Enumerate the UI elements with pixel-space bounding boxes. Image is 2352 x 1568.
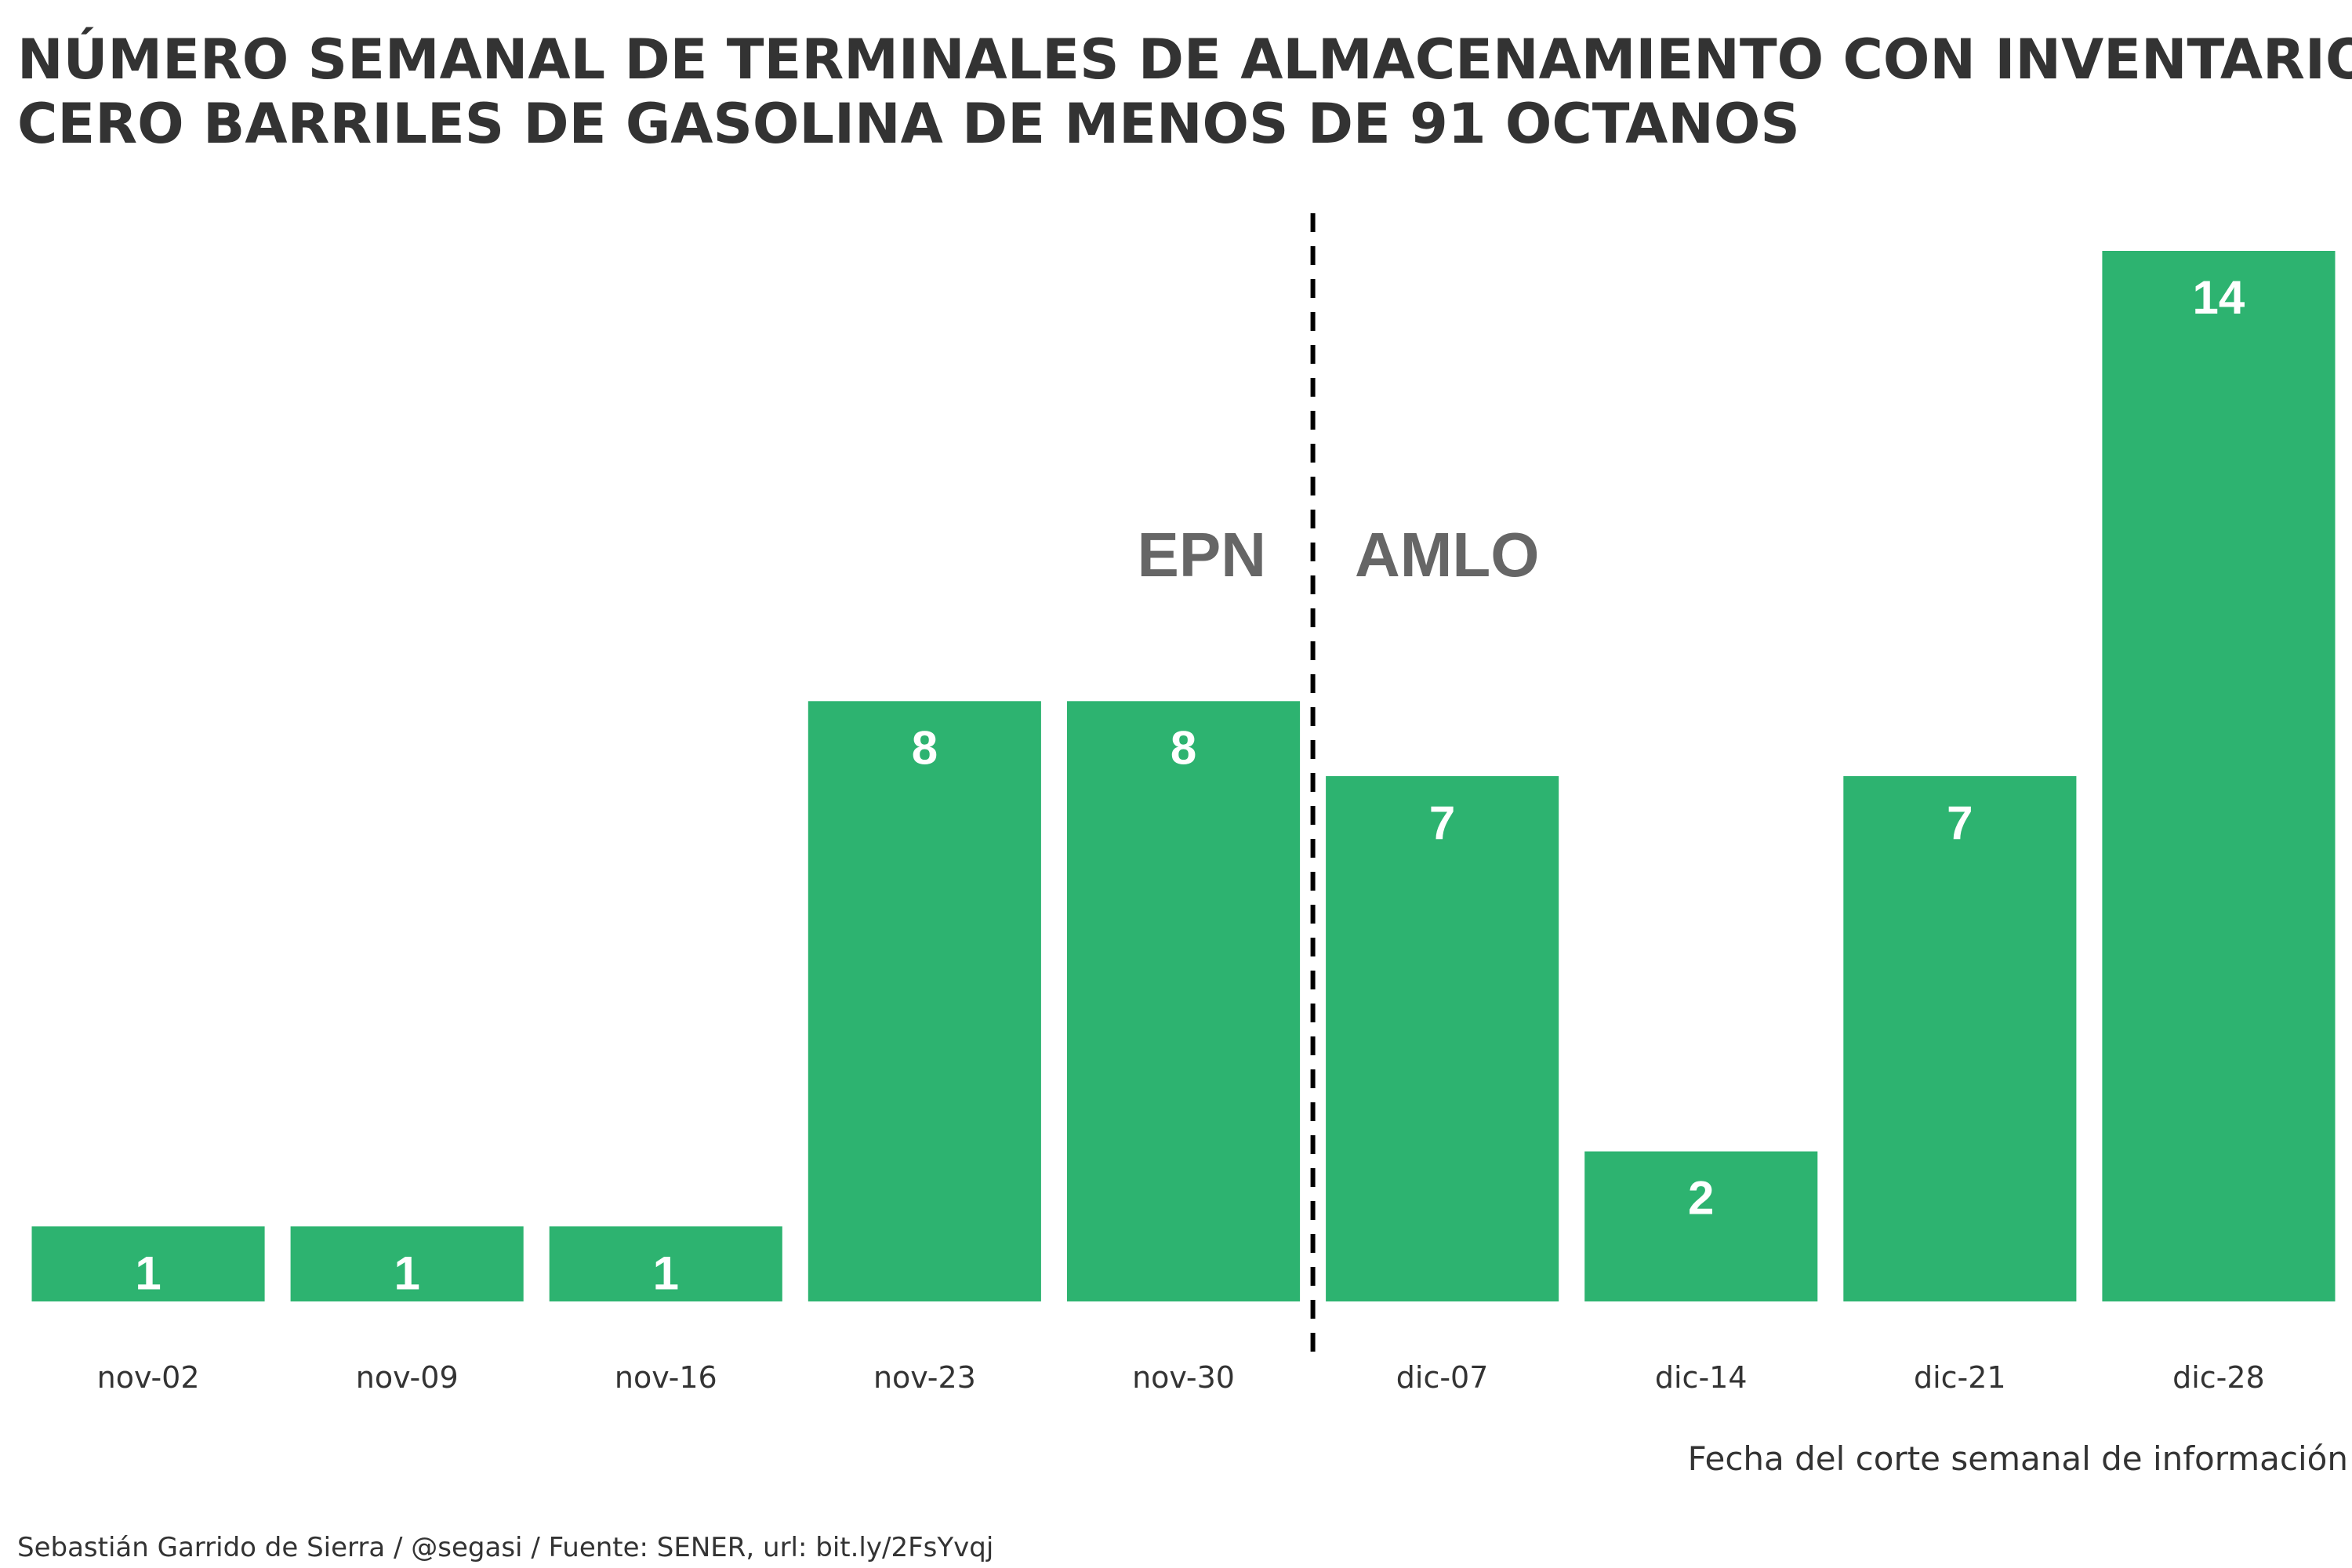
bar-value-label-dic-14: 2 (1688, 1172, 1714, 1225)
bar-value-label-dic-07: 7 (1429, 797, 1455, 849)
period-label-amlo: AMLO (1355, 520, 1540, 590)
x-tick-label-nov-23: nov-23 (873, 1360, 976, 1395)
bar-dic-28 (2102, 251, 2336, 1301)
bar-nov-16 (549, 1226, 782, 1301)
x-tick-label-dic-14: dic-14 (1655, 1360, 1748, 1395)
bar-dic-21 (1843, 776, 2077, 1301)
x-tick-label-nov-02: nov-02 (97, 1360, 200, 1395)
chart-title-line-2: CERO BARRILES DE GASOLINA DE MENOS DE 91… (17, 92, 1800, 156)
x-tick-label-dic-28: dic-28 (2172, 1360, 2265, 1395)
bar-nov-30 (1067, 701, 1301, 1301)
bar-value-label-nov-09: 1 (394, 1247, 420, 1299)
bar-nov-23 (808, 701, 1041, 1301)
source-caption: Sebastián Garrido de Sierra / @segasi / … (17, 1532, 993, 1563)
bar-dic-07 (1326, 776, 1559, 1301)
bar-value-label-nov-16: 1 (653, 1247, 679, 1299)
x-tick-label-nov-16: nov-16 (615, 1360, 717, 1395)
bar-value-label-nov-30: 8 (1171, 721, 1196, 774)
bar-value-label-nov-02: 1 (135, 1247, 161, 1299)
bar-value-label-nov-23: 8 (912, 721, 938, 774)
bar-nov-09 (290, 1226, 524, 1301)
bar-dic-14 (1584, 1151, 1818, 1301)
x-tick-label-nov-09: nov-09 (356, 1360, 459, 1395)
x-axis-label: Fecha del corte semanal de información (1688, 1439, 2348, 1478)
x-ticks-group: nov-02 nov-09 nov-16 nov-23 nov-30 dic-07 dic-… (97, 1360, 2265, 1395)
bar-nov-02 (31, 1226, 265, 1301)
chart-title-line-1: NÚMERO SEMANAL DE TERMINALES DE ALMACENA… (17, 27, 2352, 92)
x-tick-label-dic-07: dic-07 (1396, 1360, 1489, 1395)
period-label-epn: EPN (1138, 520, 1267, 590)
bar-value-label-dic-21: 7 (1947, 797, 1973, 849)
bar-value-label-dic-28: 14 (2193, 271, 2245, 324)
bars-group: 1 1 1 8 8 7 2 7 14 (31, 251, 2336, 1301)
x-tick-label-dic-21: dic-21 (1914, 1360, 2006, 1395)
x-tick-label-nov-30: nov-30 (1132, 1360, 1235, 1395)
